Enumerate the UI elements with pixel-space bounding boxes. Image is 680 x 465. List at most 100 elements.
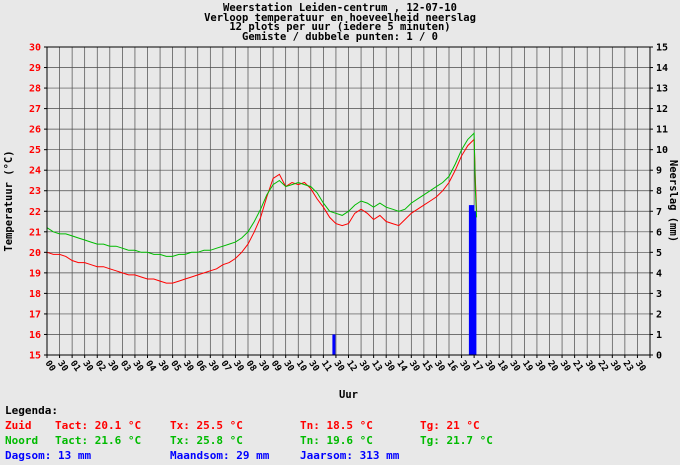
svg-text:30: 30: [331, 359, 345, 374]
legend-zuid-tg: Tg: 21 °C: [420, 419, 480, 432]
chart-header: Weerstation Leiden-centrum , 12-07-10 Ve…: [0, 2, 680, 43]
right-axis-title: Neerslag (mm): [667, 160, 679, 242]
svg-text:30: 30: [507, 359, 521, 374]
svg-text:30: 30: [407, 359, 421, 374]
svg-text:8: 8: [656, 186, 662, 197]
title-line-station-date: Weerstation Leiden-centrum , 12-07-10: [223, 2, 457, 14]
svg-text:3: 3: [656, 289, 662, 300]
legend-dagsom: Dagsom: 13 mm: [5, 449, 92, 462]
series-zuid-line: [46, 138, 478, 284]
svg-text:08: 08: [244, 359, 258, 374]
legend-noord-tact: Tact: 21.6 °C: [55, 434, 142, 447]
svg-text:05: 05: [168, 359, 182, 374]
svg-text:10: 10: [294, 359, 308, 374]
svg-text:02: 02: [93, 359, 107, 374]
legend-heading: Legenda:: [5, 404, 58, 417]
legend-zuid-name: Zuid: [5, 419, 32, 432]
svg-text:14: 14: [394, 359, 409, 374]
x-axis-title: Uur: [339, 389, 358, 401]
svg-text:30: 30: [457, 359, 471, 374]
svg-text:22: 22: [595, 359, 609, 374]
svg-text:00: 00: [43, 359, 57, 374]
rain-bar: [471, 205, 475, 355]
svg-text:21: 21: [29, 227, 41, 238]
svg-text:4: 4: [656, 268, 662, 279]
svg-text:10: 10: [656, 145, 668, 156]
svg-text:27: 27: [29, 104, 41, 115]
svg-text:11: 11: [319, 359, 333, 374]
svg-text:18: 18: [495, 359, 509, 374]
svg-text:30: 30: [181, 359, 195, 374]
svg-text:30: 30: [558, 359, 572, 374]
temperature-precipitation-chart: 1516171819202122232425262728293001234567…: [3, 43, 679, 402]
legend-zuid-tn: Tn: 18.5 °C: [300, 419, 373, 432]
svg-text:06: 06: [193, 359, 207, 374]
legend-noord-tn: Tn: 19.6 °C: [300, 434, 373, 447]
svg-text:30: 30: [80, 359, 94, 374]
svg-text:23: 23: [620, 359, 634, 374]
svg-text:13: 13: [656, 84, 668, 95]
svg-text:17: 17: [29, 309, 41, 320]
svg-text:09: 09: [269, 359, 283, 374]
svg-text:30: 30: [231, 359, 245, 374]
svg-text:20: 20: [29, 248, 41, 259]
svg-text:30: 30: [382, 359, 396, 374]
svg-text:30: 30: [633, 359, 647, 374]
svg-text:15: 15: [29, 351, 41, 362]
svg-text:30: 30: [256, 359, 270, 374]
rain-bar: [332, 334, 336, 355]
svg-text:30: 30: [532, 359, 546, 374]
svg-text:15: 15: [656, 43, 668, 54]
svg-text:17: 17: [470, 359, 484, 374]
legend-noord-name: Noord: [5, 434, 39, 447]
svg-text:30: 30: [583, 359, 597, 374]
svg-text:23: 23: [29, 186, 41, 197]
svg-text:30: 30: [105, 359, 119, 374]
svg-text:5: 5: [656, 248, 662, 259]
svg-text:9: 9: [656, 166, 662, 177]
svg-text:30: 30: [357, 359, 371, 374]
svg-text:1: 1: [656, 330, 662, 341]
svg-text:19: 19: [29, 268, 41, 279]
series-noord-line: [46, 132, 478, 257]
rain-bar: [468, 205, 472, 355]
plot-border: [46, 46, 651, 356]
svg-text:7: 7: [656, 207, 662, 218]
svg-text:30: 30: [281, 359, 295, 374]
legend-noord-tg: Tg: 21.7 °C: [420, 434, 493, 447]
svg-text:01: 01: [68, 359, 82, 374]
svg-text:25: 25: [29, 145, 41, 156]
legend-maandsom: Maandsom: 29 mm: [170, 449, 270, 462]
svg-text:20: 20: [545, 359, 559, 374]
svg-text:14: 14: [656, 63, 668, 74]
legend-zuid-tact: Tact: 20.1 °C: [55, 419, 142, 432]
legend: Legenda: Zuid Tact: 20.1 °C Tx: 25.5 °C …: [0, 403, 680, 465]
title-line-description: Verloop temperatuur en hoeveelheid neers…: [204, 11, 476, 24]
svg-text:30: 30: [482, 359, 496, 374]
svg-text:12: 12: [344, 359, 358, 374]
svg-text:29: 29: [29, 63, 41, 74]
svg-text:30: 30: [156, 359, 170, 374]
legend-jaarsom: Jaarsom: 313 mm: [300, 449, 400, 462]
temperature-lines: [46, 132, 478, 284]
svg-text:04: 04: [143, 359, 158, 374]
rain-bar: [473, 211, 477, 355]
svg-text:22: 22: [29, 207, 41, 218]
svg-text:30: 30: [432, 359, 446, 374]
svg-text:15: 15: [419, 359, 433, 374]
svg-text:07: 07: [218, 359, 232, 374]
legend-zuid-tx: Tx: 25.5 °C: [170, 419, 243, 432]
svg-text:24: 24: [29, 166, 41, 177]
svg-text:13: 13: [369, 359, 383, 374]
svg-text:12: 12: [656, 104, 668, 115]
svg-text:16: 16: [29, 330, 41, 341]
title-line-missing-points: Gemiste / dubbele punten: 1 / 0: [242, 30, 438, 43]
svg-text:30: 30: [130, 359, 144, 374]
left-axis-title: Temperatuur (°C): [3, 150, 15, 251]
rain-bars: [332, 205, 477, 355]
legend-noord-tx: Tx: 25.8 °C: [170, 434, 243, 447]
svg-text:16: 16: [445, 359, 459, 374]
svg-text:30: 30: [306, 359, 320, 374]
axis-titles: Temperatuur (°C) Neerslag (mm) Uur: [3, 150, 679, 401]
